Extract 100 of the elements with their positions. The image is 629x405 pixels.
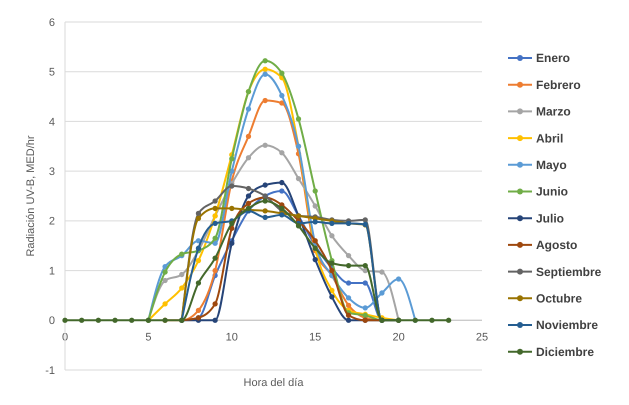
legend-label: Febrero xyxy=(536,78,581,92)
point xyxy=(212,256,218,261)
y-tick-label: 4 xyxy=(48,116,55,128)
point xyxy=(329,294,335,300)
legend-label: Enero xyxy=(536,51,570,66)
legend-label: Septiembre xyxy=(536,264,602,279)
point xyxy=(62,318,68,323)
point xyxy=(196,210,202,216)
legend-label: Agosto xyxy=(536,238,578,252)
point xyxy=(312,203,318,209)
point xyxy=(246,186,252,192)
point xyxy=(329,268,335,274)
point xyxy=(379,290,385,296)
point xyxy=(279,188,284,194)
point xyxy=(212,240,218,246)
y-axis-title: Radiación UV-B, MED/hr xyxy=(25,135,37,257)
point xyxy=(229,240,234,246)
point xyxy=(229,156,234,162)
point xyxy=(296,116,302,122)
point xyxy=(279,150,284,156)
x-tick-label: 25 xyxy=(476,331,488,344)
legend-label: Abril xyxy=(536,131,564,146)
point xyxy=(246,193,252,199)
point xyxy=(312,219,318,224)
point xyxy=(346,253,352,258)
legend-label: Junio xyxy=(536,184,568,199)
point xyxy=(212,198,218,204)
y-tick-label: 6 xyxy=(48,16,55,29)
y-tick-label: -1 xyxy=(45,364,55,377)
point xyxy=(329,233,335,238)
point xyxy=(229,206,234,212)
point xyxy=(196,280,202,286)
point xyxy=(162,301,168,307)
point xyxy=(196,216,202,222)
y-tick-label: 2 xyxy=(48,216,55,228)
legend-label: Julio xyxy=(536,211,564,226)
y-tick-label: 0 xyxy=(48,315,55,328)
point xyxy=(262,198,268,204)
point xyxy=(279,100,284,106)
point xyxy=(362,305,368,310)
point xyxy=(196,246,202,251)
point xyxy=(162,278,168,284)
point xyxy=(379,269,385,275)
point xyxy=(312,238,318,244)
point xyxy=(179,272,184,278)
legend-label: Diciembre xyxy=(536,344,594,359)
point xyxy=(279,92,284,98)
point xyxy=(346,312,352,318)
point xyxy=(312,256,318,262)
point xyxy=(196,308,202,313)
point xyxy=(446,318,452,323)
point xyxy=(262,58,268,64)
point xyxy=(212,206,218,212)
point xyxy=(212,236,218,241)
point xyxy=(362,280,368,286)
y-tick-label: 3 xyxy=(48,166,55,178)
point xyxy=(212,318,218,323)
point xyxy=(362,217,368,223)
point xyxy=(329,220,335,226)
point xyxy=(296,176,302,182)
x-tick-label: 15 xyxy=(309,331,322,344)
point xyxy=(396,276,402,282)
point xyxy=(129,318,134,323)
point xyxy=(262,98,268,104)
point xyxy=(246,200,252,206)
point xyxy=(229,220,234,226)
y-tick-label: 1 xyxy=(48,265,55,278)
point xyxy=(362,262,368,268)
point xyxy=(296,223,302,228)
point xyxy=(429,318,435,323)
point xyxy=(262,142,268,148)
point xyxy=(262,214,268,220)
point xyxy=(229,183,234,189)
point xyxy=(279,180,284,186)
legend-label: Octubre xyxy=(536,292,582,306)
point xyxy=(329,288,335,294)
point xyxy=(262,208,268,214)
point xyxy=(212,301,218,307)
legend-label: Mayo xyxy=(536,158,567,172)
point xyxy=(346,295,352,301)
point xyxy=(246,155,252,160)
legend-label: Noviembre xyxy=(536,318,598,332)
point xyxy=(179,285,184,291)
point xyxy=(96,318,102,323)
point xyxy=(346,280,352,286)
point xyxy=(362,268,368,274)
point xyxy=(329,260,335,266)
point xyxy=(246,106,252,112)
point xyxy=(262,72,268,77)
x-tick-label: 5 xyxy=(145,331,152,344)
point xyxy=(112,318,118,323)
point xyxy=(346,318,352,323)
point xyxy=(162,269,168,275)
x-axis-title: Hora del día xyxy=(244,377,304,389)
point xyxy=(212,268,218,274)
point xyxy=(346,302,352,308)
point xyxy=(312,188,318,194)
x-tick-label: 20 xyxy=(392,331,405,344)
legend-label: Marzo xyxy=(536,104,571,119)
point xyxy=(279,70,284,76)
